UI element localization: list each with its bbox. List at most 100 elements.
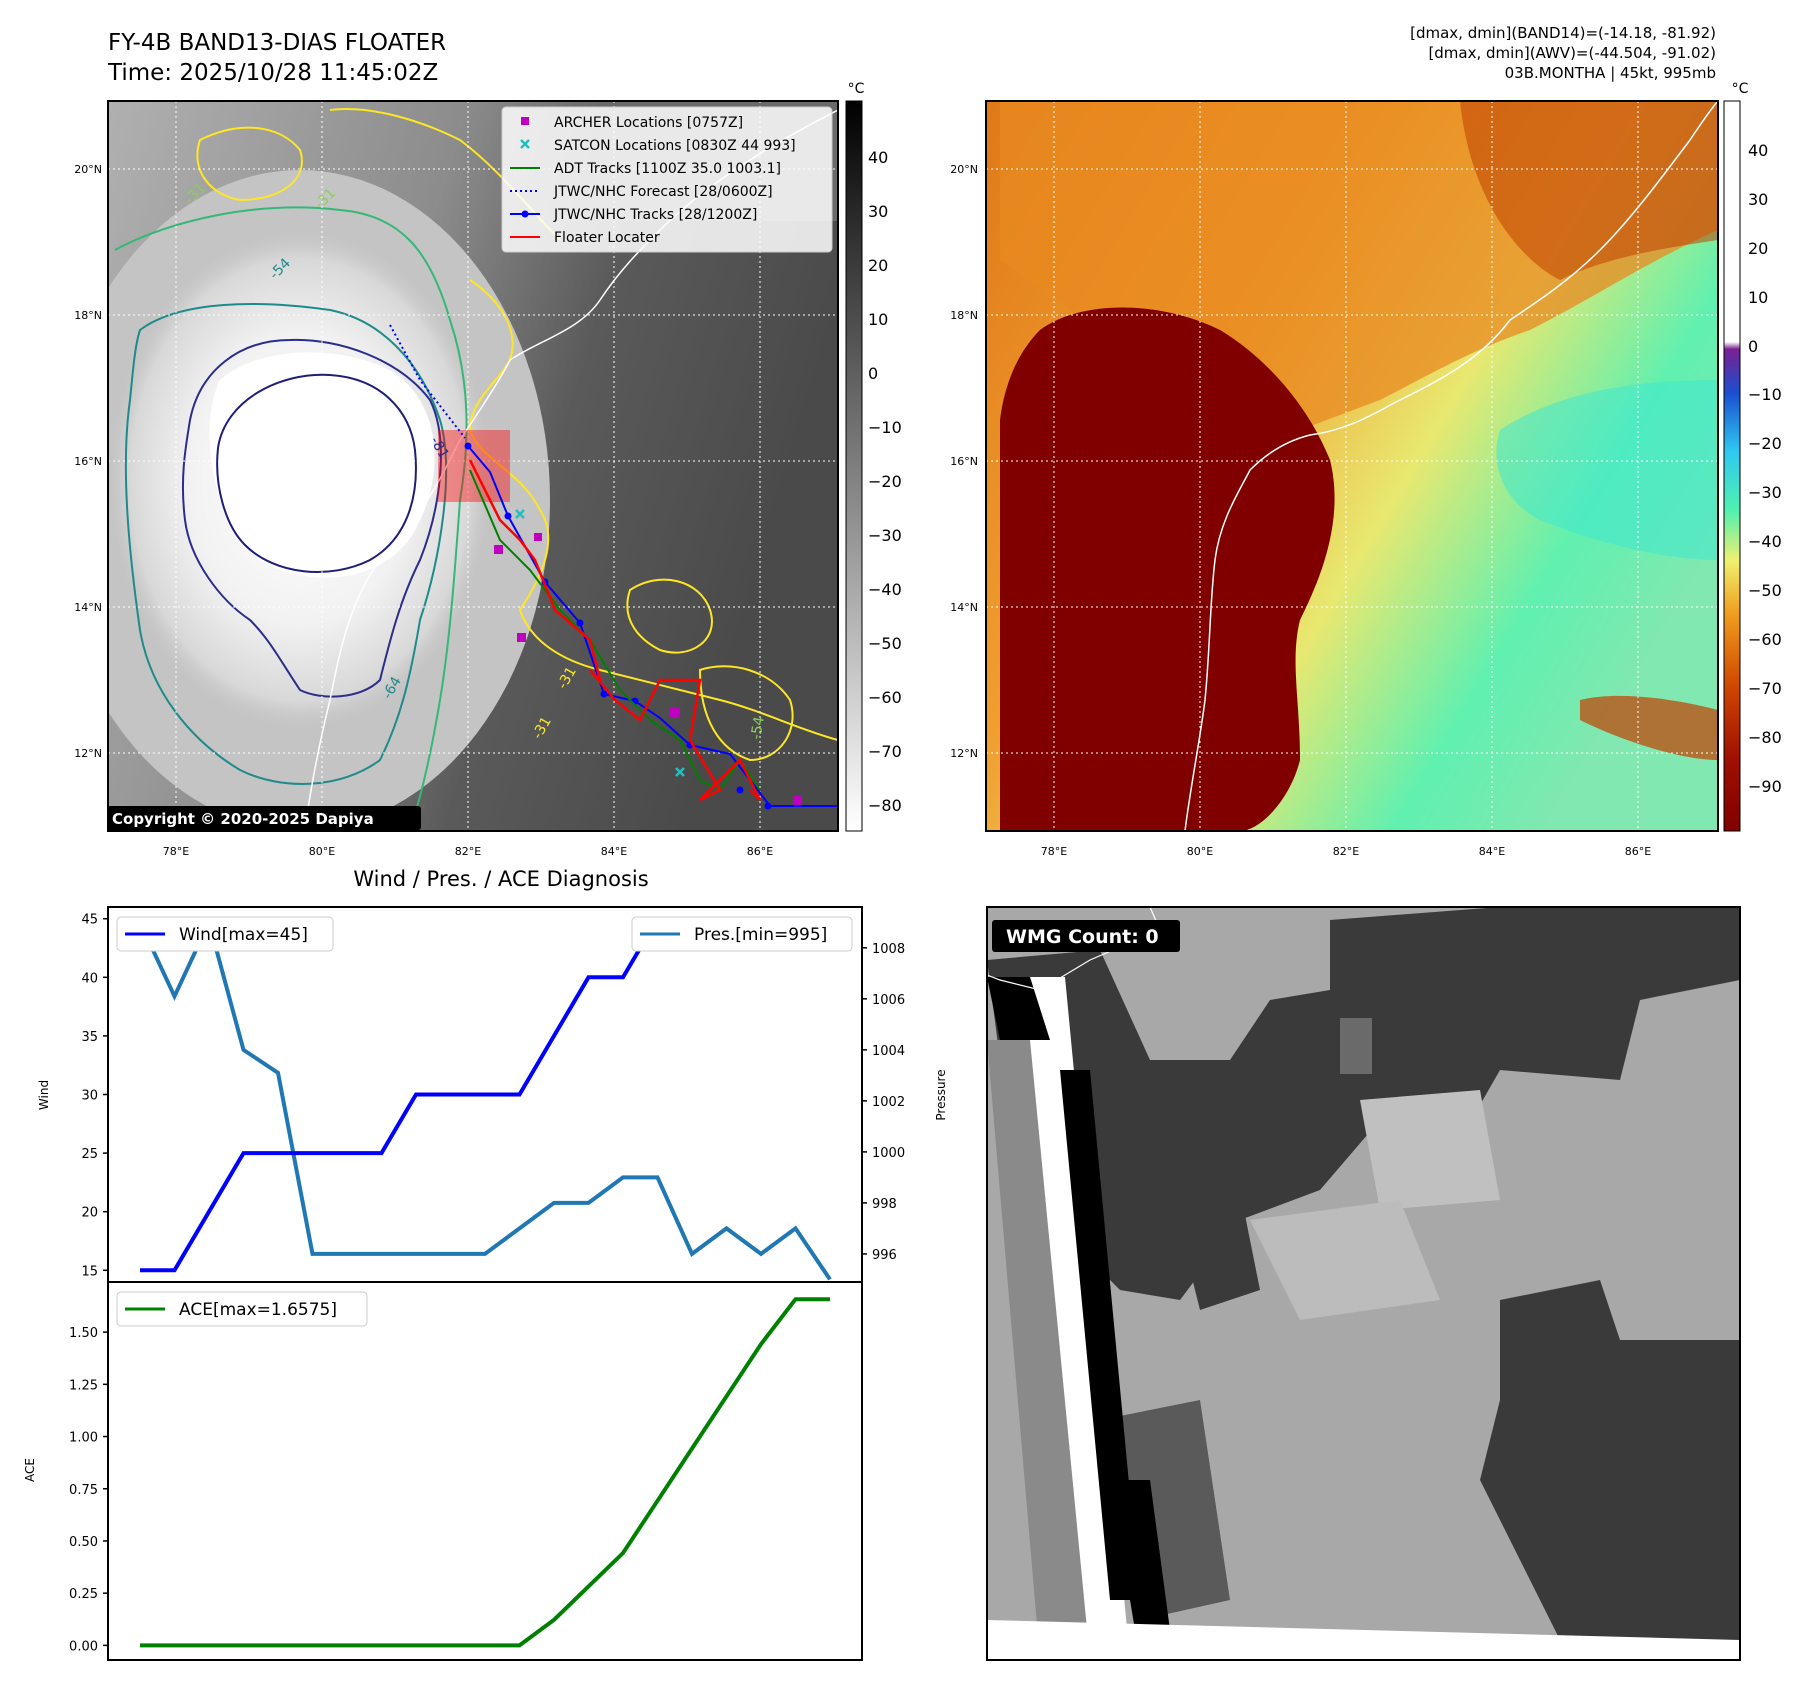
lat-tick: 20°N <box>950 163 978 176</box>
wv-gridlines <box>986 101 1718 831</box>
floater-track <box>468 459 762 802</box>
wind-tick-label: 30 <box>81 1089 98 1104</box>
ir-cbar-tick: −60 <box>868 688 902 707</box>
legend-adt: ADT Tracks [1100Z 35.0 1003.1] <box>554 161 781 177</box>
lat-tick: 12°N <box>950 747 978 760</box>
wv-cbar-tick: −20 <box>1748 434 1782 453</box>
ir-map-panel: -31 -31 -54 -64 -31 -31 -54 -81 ARCHER L… <box>74 81 902 858</box>
wv-colorbar: °C 40 30 20 10 0 −10 −20 −30 −40 −50 −60… <box>1723 81 1782 832</box>
ir-legend: ARCHER Locations [0757Z] SATCON Location… <box>501 106 833 253</box>
wind-legend-label: Wind[max=45] <box>179 925 308 945</box>
figure-time: Time: 2025/10/28 11:45:02Z <box>107 60 438 86</box>
lat-tick: 20°N <box>74 163 102 176</box>
ir-cbar-tick: 10 <box>868 310 888 329</box>
wind-tick-label: 35 <box>81 1030 98 1045</box>
wv-cbar-tick: −40 <box>1748 532 1782 551</box>
pressure-tick-label: 1000 <box>872 1146 905 1161</box>
ir-lat-ticks: 20°N 18°N 16°N 14°N 12°N <box>74 163 102 760</box>
wind-y-ticks: 45 40 35 30 25 20 15 <box>81 913 108 1279</box>
ir-cbar-tick: −20 <box>868 472 902 491</box>
pressure-tick-label: 1008 <box>872 942 905 957</box>
pressure-tick-label: 1002 <box>872 1095 905 1110</box>
ace-line <box>140 1297 830 1648</box>
contour-yellow-3 <box>698 665 794 762</box>
ir-cbar-tick: 20 <box>868 256 888 275</box>
contour-54 <box>124 303 448 785</box>
ir-cbar-tick: 30 <box>868 202 888 221</box>
ace-lines <box>140 1297 830 1648</box>
pressure-tick-label: 998 <box>872 1197 897 1212</box>
wind-tick-label: 20 <box>81 1206 98 1221</box>
wv-cbar-tick: −30 <box>1748 483 1782 502</box>
pressure-y-ticks: 1008 1006 1004 1002 1000 998 996 <box>862 942 905 1263</box>
archer-legend-marker <box>521 117 529 125</box>
wv-cbar-tick: −90 <box>1748 777 1782 796</box>
wind-tick-label: 25 <box>81 1147 98 1162</box>
pressure-legend-label: Pres.[min=995] <box>694 925 827 945</box>
band14-range: [dmax, dmin](BAND14)=(-14.18, -81.92) <box>1410 24 1716 42</box>
lon-tick: 84°E <box>1479 845 1505 858</box>
contour-64 <box>181 338 442 698</box>
lon-tick: 84°E <box>601 845 627 858</box>
lat-tick: 18°N <box>74 309 102 322</box>
wv-cbar-tick: −80 <box>1748 728 1782 747</box>
wind-ylabel: Wind <box>37 1080 51 1110</box>
ir-lon-ticks: 78°E 80°E 82°E 84°E 86°E <box>163 845 773 858</box>
wv-colorbar-ticks: 40 30 20 10 0 −10 −20 −30 −40 −50 −60 −7… <box>1748 141 1782 796</box>
ace-tick-label: 1.00 <box>69 1431 98 1446</box>
lon-tick: 86°E <box>747 845 773 858</box>
ir-colorbar-ticks: 40 30 20 10 0 −10 −20 −30 −40 −50 −60 −7… <box>868 148 902 815</box>
wv-cbar-tick: 0 <box>1748 337 1758 356</box>
wv-map-panel: 78°E 80°E 82°E 84°E 86°E 20°N 18°N 16°N … <box>950 81 1782 858</box>
pressure-line <box>138 916 832 1281</box>
lon-tick: 86°E <box>1625 845 1651 858</box>
pressure-tick-label: 996 <box>872 1248 897 1263</box>
legend-jtwc-tracks: JTWC/NHC Tracks [28/1200Z] <box>553 207 757 223</box>
wv-cbar-tick: −50 <box>1748 581 1782 600</box>
lat-tick: 16°N <box>950 455 978 468</box>
wmg-count-box <box>992 920 1180 952</box>
lon-tick: 82°E <box>1333 845 1359 858</box>
lat-tick: 14°N <box>74 601 102 614</box>
contour-label: -54 <box>748 715 768 740</box>
wmg-count: WMG Count: 0 <box>1006 926 1159 948</box>
wv-colorbar-unit: °C <box>1732 81 1749 97</box>
legend-satcon: SATCON Locations [0830Z 44 993] <box>554 138 796 154</box>
ace-y-ticks: 1.50 1.25 1.00 0.75 0.50 0.25 0.00 <box>69 1326 108 1654</box>
ir-cbar-tick: −80 <box>868 796 902 815</box>
storm-info: 03B.MONTHA | 45kt, 995mb <box>1505 64 1716 82</box>
ace-ylabel: ACE <box>23 1458 37 1482</box>
ace-tick-label: 1.25 <box>69 1378 98 1393</box>
jtwc-track-points <box>464 442 772 810</box>
ir-colorbar: °C 40 30 20 10 0 −10 −20 −30 −40 −50 −60… <box>845 81 902 832</box>
lon-tick: 80°E <box>309 845 335 858</box>
legend-jtwc-forecast: JTWC/NHC Forecast [28/0600Z] <box>553 184 773 200</box>
contour-31-outer <box>114 206 468 831</box>
ir-cbar-tick: 40 <box>868 148 888 167</box>
lat-tick: 14°N <box>950 601 978 614</box>
wind-legend: Wind[max=45] <box>116 916 334 952</box>
lat-tick: 18°N <box>950 309 978 322</box>
lat-tick: 12°N <box>74 747 102 760</box>
ace-legend: ACE[max=1.6575] <box>116 1291 368 1327</box>
pressure-ylabel: Pressure <box>934 1069 948 1120</box>
lon-tick: 78°E <box>1041 845 1067 858</box>
wv-cbar-tick: 20 <box>1748 239 1768 258</box>
ir-colorbar-unit: °C <box>848 81 865 97</box>
satcon-points <box>515 509 685 777</box>
lon-tick: 80°E <box>1187 845 1213 858</box>
wv-cbar-tick: −60 <box>1748 630 1782 649</box>
wind-tick-label: 40 <box>81 971 98 986</box>
wv-lat-ticks: 20°N 18°N 16°N 14°N 12°N <box>950 163 978 760</box>
lon-tick: 78°E <box>163 845 189 858</box>
ir-cbar-tick: −50 <box>868 634 902 653</box>
ace-tick-label: 0.50 <box>69 1535 98 1550</box>
ace-chart: 1.50 1.25 1.00 0.75 0.50 0.25 0.00 ACE ACE[max… <box>23 1281 863 1661</box>
pressure-tick-label: 1006 <box>872 993 905 1008</box>
ace-legend-label: ACE[max=1.6575] <box>179 1300 337 1320</box>
wind-tick-label: 45 <box>81 913 98 928</box>
ir-cbar-tick: 0 <box>868 364 878 383</box>
pressure-legend: Pres.[min=995] <box>631 916 853 952</box>
contour-yellow-2 <box>626 578 713 654</box>
